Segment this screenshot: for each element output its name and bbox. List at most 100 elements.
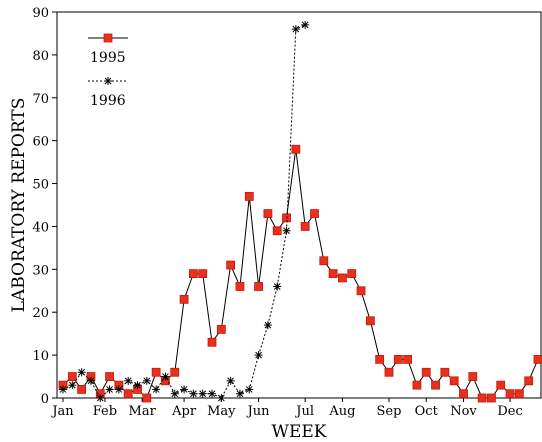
data-point-1995 [393, 354, 403, 364]
data-point-1995 [254, 282, 263, 291]
data-point-1996 [170, 389, 179, 398]
data-point-1995 [375, 354, 385, 364]
legend-asterisk-shape [104, 77, 112, 85]
data-point-1995 [216, 324, 226, 334]
data-point-1995 [496, 380, 506, 390]
x-axis: Jan Feb Mar Apr May Jun Jul Aug Sep Oct Nov Dec [50, 398, 523, 419]
legend-marker-1995 [103, 33, 113, 43]
data-point-1996 [263, 321, 272, 330]
data-point-1995 [328, 269, 338, 279]
data-point-1995 [310, 209, 319, 218]
data-point-1995 [77, 385, 87, 394]
data-point-1995 [179, 294, 189, 304]
y-axis-label: LABORATORY REPORTS [9, 98, 29, 313]
data-point-1995 [272, 226, 282, 236]
data-point-1995 [105, 372, 114, 381]
legend-item-1996: 1996 [88, 77, 128, 109]
data-point-1996 [291, 25, 300, 34]
data-point-1995 [67, 372, 77, 381]
data-point-1996 [161, 372, 170, 381]
data-point-1996 [96, 394, 105, 402]
data-point-1996 [273, 282, 282, 291]
y-tick-label: 20 [32, 306, 49, 321]
x-tick-label: Apr [171, 404, 197, 419]
legend-marker-1996 [104, 77, 112, 85]
data-point-1995 [533, 354, 542, 364]
data-point-1996 [189, 389, 198, 398]
x-tick-label: Nov [450, 404, 477, 419]
series-1996 [59, 20, 310, 402]
x-tick-label: Feb [93, 404, 117, 419]
x-tick-label: May [207, 404, 236, 419]
data-point-1995 [207, 337, 217, 347]
series-layer [58, 20, 542, 403]
data-point-1995 [468, 372, 478, 381]
data-point-1995 [524, 376, 534, 386]
data-point-1996 [282, 226, 291, 235]
y-tick-label: 50 [32, 178, 49, 193]
data-point-1996 [133, 381, 142, 390]
series-1995 [58, 144, 542, 403]
data-point-1996 [254, 351, 263, 360]
data-point-1996 [68, 381, 77, 390]
data-point-1995 [347, 269, 357, 279]
y-tick-label: 40 [32, 220, 49, 235]
data-point-1996 [105, 385, 114, 394]
data-point-1995 [291, 144, 301, 154]
data-point-1995 [412, 380, 422, 390]
y-tick-label: 70 [32, 92, 49, 107]
data-point-1996 [245, 385, 254, 394]
data-point-1996 [217, 394, 226, 402]
y-tick-label: 80 [32, 49, 49, 64]
data-point-1995 [431, 380, 440, 390]
data-point-1996 [226, 376, 235, 385]
y-tick-label: 60 [32, 135, 49, 150]
data-point-1995 [338, 273, 347, 283]
data-point-1995 [226, 260, 236, 270]
y-tick-label: 0 [41, 392, 49, 407]
data-point-1995 [459, 389, 468, 399]
data-point-1996 [77, 368, 86, 377]
plot-frame [56, 11, 542, 399]
data-point-1995 [300, 222, 310, 231]
data-point-1995 [365, 316, 375, 326]
data-point-1996 [152, 385, 161, 394]
x-tick-label: Dec [497, 404, 522, 419]
x-tick-label: Aug [328, 404, 355, 419]
data-point-1995 [421, 367, 431, 377]
x-axis-label: WEEK [272, 422, 327, 442]
data-point-1996 [86, 376, 95, 385]
data-point-1995 [151, 367, 161, 377]
y-tick-label: 30 [32, 263, 49, 278]
data-point-1995 [356, 286, 366, 296]
data-point-1995 [188, 269, 198, 279]
y-tick-label: 10 [32, 349, 49, 364]
data-point-1996 [208, 389, 217, 398]
x-tick-label: Sep [377, 404, 402, 419]
data-point-1996 [235, 389, 244, 398]
data-point-1995 [170, 367, 180, 377]
legend-label-1995: 1995 [90, 50, 126, 66]
data-point-1995 [263, 209, 273, 218]
x-tick-label: Jan [50, 404, 74, 419]
data-point-1995 [403, 354, 413, 364]
data-point-1996 [301, 20, 310, 29]
y-axis: 0 10 20 30 40 50 60 70 80 90 [32, 6, 57, 407]
x-tick-label: Jul [294, 404, 314, 419]
data-point-1995 [505, 389, 515, 399]
y-tick-label: 90 [32, 6, 49, 21]
legend: 1995 1996 [88, 33, 128, 109]
data-point-1995 [449, 376, 459, 386]
x-tick-label: Oct [415, 404, 439, 419]
data-point-1996 [124, 376, 133, 385]
data-point-1995 [198, 269, 208, 279]
data-point-1995 [487, 393, 496, 403]
data-point-1995 [514, 389, 524, 399]
data-point-1996 [59, 385, 67, 394]
data-point-1995 [477, 393, 487, 403]
series-line-1995 [62, 149, 539, 399]
data-point-1996 [114, 385, 123, 394]
data-point-1996 [142, 376, 151, 385]
data-point-1995 [244, 192, 254, 201]
